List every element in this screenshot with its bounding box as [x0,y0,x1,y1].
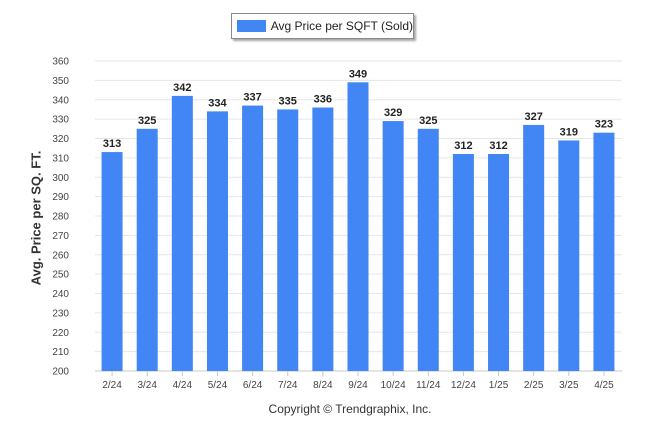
data-label: 337 [243,92,261,104]
data-label: 323 [595,119,613,131]
bar-4/25[interactable] [593,132,615,371]
x-tick-label: 9/24 [348,380,368,391]
x-tick-label: 5/24 [208,380,228,391]
x-tick-label: 11/24 [416,380,441,391]
y-tick-label: 230 [52,308,69,319]
x-tick-label: 6/24 [243,380,263,391]
x-tick-label: 4/24 [173,380,193,391]
y-tick-label: 210 [52,347,69,358]
y-tick-label: 360 [52,57,69,68]
x-tick-label: 1/25 [489,380,509,391]
legend-label: Avg Price per SQFT (Sold) [270,19,413,33]
x-tick-label: 8/24 [313,380,333,391]
y-tick-label: 320 [52,134,69,145]
y-tick-label: 290 [52,192,69,203]
y-tick-label: 330 [52,115,69,126]
x-tick-label: 7/24 [278,380,298,391]
y-axis: 200 210 220 230 240 250 260 270 280 290 300 310 320 3… [52,57,69,378]
x-tick-label: 2/24 [102,380,122,391]
bars [101,82,615,372]
y-tick-label: 270 [52,231,69,242]
data-labels: 313 325 342 334 337 335 336 349 329 325 312 312 327 3… [103,68,613,152]
bar-6/24[interactable] [242,105,264,371]
bar-5/24[interactable] [206,111,228,371]
x-tick-label: 3/24 [137,380,157,391]
legend-swatch [237,20,266,32]
data-label: 349 [349,68,367,80]
bar-2/24[interactable] [101,152,123,371]
x-tick-label: 4/25 [594,380,614,391]
y-tick-label: 220 [52,328,69,339]
bar-4/24[interactable] [171,95,193,371]
bar-2/25[interactable] [523,124,545,371]
bar-12/24[interactable] [452,154,474,371]
x-axis: 2/24 3/24 4/24 5/24 6/24 7/24 8/24 9/24 10/24 11/… [102,371,614,391]
bar-1/25[interactable] [488,154,510,371]
y-tick-label: 250 [52,270,69,281]
data-label: 313 [103,138,121,150]
data-label: 334 [208,97,227,109]
bar-7/24[interactable] [277,109,299,371]
y-tick-label: 200 [52,367,69,378]
data-label: 329 [384,107,402,119]
bar-3/24[interactable] [136,128,158,371]
data-label: 335 [279,95,297,107]
bar-11/24[interactable] [417,128,439,371]
x-tick-label: 12/24 [451,380,476,391]
x-axis-caption: Copyright © Trendgraphix, Inc. [268,402,432,416]
bar-9/24[interactable] [347,82,369,371]
y-tick-label: 240 [52,289,69,300]
data-label: 325 [419,115,437,127]
bar-8/24[interactable] [312,107,334,372]
y-tick-label: 260 [52,250,69,261]
y-tick-label: 350 [52,76,69,87]
data-label: 336 [314,94,332,106]
bar-3/25[interactable] [558,140,580,371]
y-tick-label: 280 [52,212,69,223]
y-axis-label: Avg. Price per SQ. FT. [28,150,44,286]
data-label: 325 [138,115,156,127]
data-label: 312 [489,140,507,152]
y-tick-label: 300 [52,173,69,184]
x-tick-label: 3/25 [559,380,579,391]
legend: Avg Price per SQFT (Sold) [231,13,414,39]
data-label: 312 [454,140,472,152]
data-label: 342 [173,82,191,94]
x-tick-label: 10/24 [381,380,406,391]
x-tick-label: 2/25 [524,380,544,391]
data-label: 327 [524,111,542,123]
y-tick-label: 340 [52,95,69,106]
bar-10/24[interactable] [382,121,404,371]
y-tick-label: 310 [52,153,69,164]
data-label: 319 [560,126,578,138]
